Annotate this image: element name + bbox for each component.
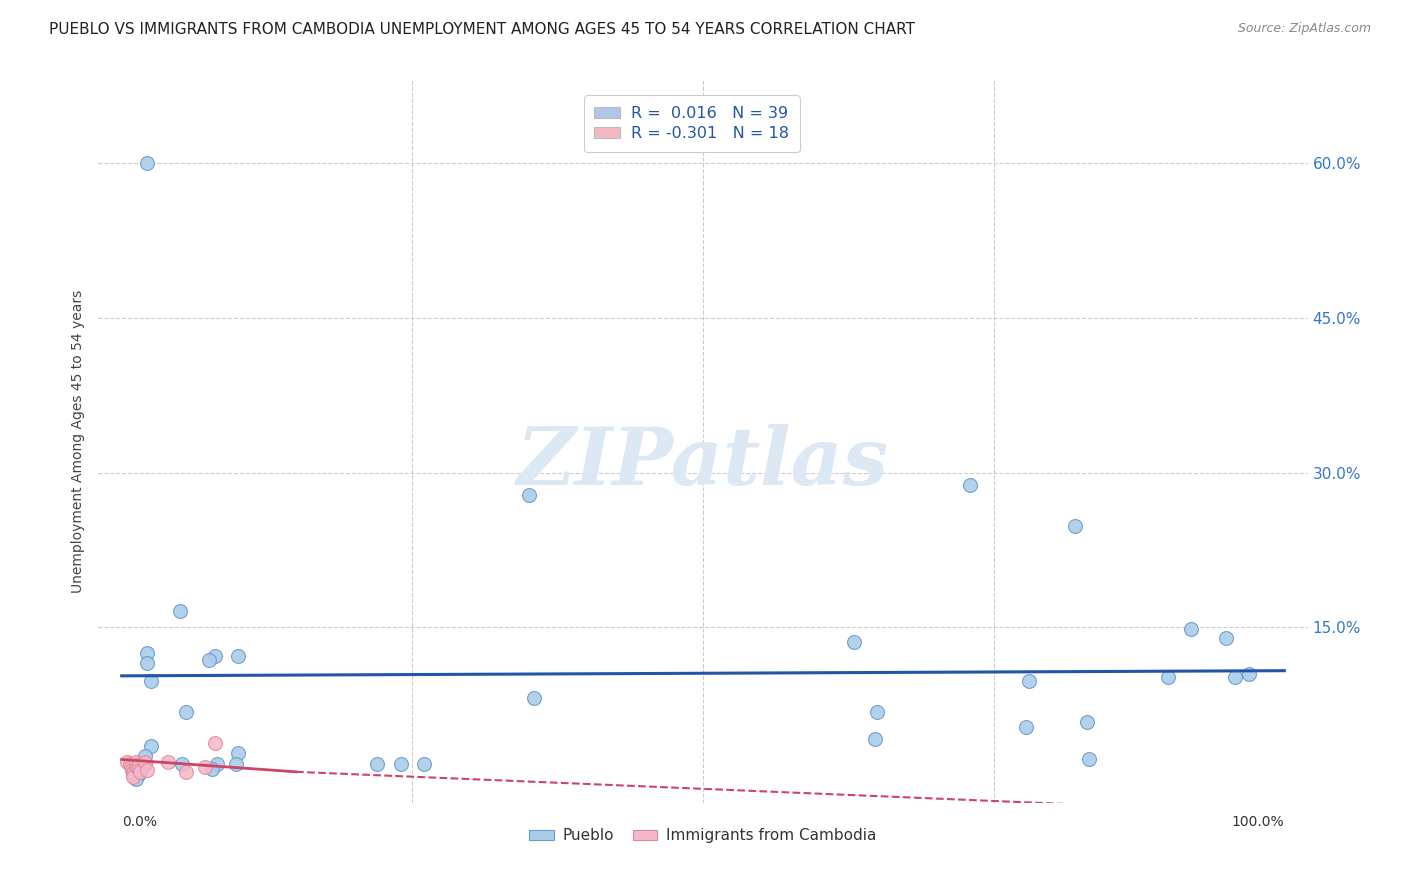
Text: 100.0%: 100.0%	[1232, 815, 1284, 830]
Point	[139, 739, 162, 753]
Point	[866, 705, 889, 719]
Text: PUEBLO VS IMMIGRANTS FROM CAMBODIA UNEMPLOYMENT AMONG AGES 45 TO 54 YEARS CORREL: PUEBLO VS IMMIGRANTS FROM CAMBODIA UNEMP…	[49, 22, 915, 37]
Point	[1180, 623, 1202, 637]
Point	[117, 755, 139, 769]
Point	[1064, 519, 1087, 533]
Point	[517, 488, 540, 502]
Point	[389, 756, 412, 771]
Point	[225, 756, 247, 771]
Point	[128, 756, 150, 771]
Point	[959, 478, 981, 492]
Point	[366, 756, 388, 771]
Point	[134, 755, 156, 769]
Point	[120, 760, 142, 774]
Point	[122, 767, 145, 781]
Point	[129, 764, 152, 779]
Y-axis label: Unemployment Among Ages 45 to 54 years: Unemployment Among Ages 45 to 54 years	[72, 290, 86, 593]
Point	[139, 673, 162, 688]
Point	[134, 756, 156, 771]
Point	[844, 634, 866, 648]
Point	[128, 767, 150, 781]
Point	[136, 763, 159, 777]
Point	[1076, 715, 1098, 730]
Point	[136, 646, 159, 660]
Point	[128, 763, 150, 777]
Point	[201, 762, 224, 776]
Point	[1015, 721, 1038, 735]
Point	[136, 156, 159, 170]
Point	[125, 760, 148, 774]
Point	[1078, 752, 1101, 766]
Point	[205, 756, 228, 771]
Point	[1018, 673, 1040, 688]
Point	[1215, 631, 1237, 645]
Point	[198, 653, 221, 667]
Point	[226, 649, 249, 664]
Point	[122, 764, 145, 779]
Text: ZIPatlas: ZIPatlas	[517, 425, 889, 502]
Point	[174, 764, 197, 779]
Text: Source: ZipAtlas.com: Source: ZipAtlas.com	[1237, 22, 1371, 36]
Text: 0.0%: 0.0%	[122, 815, 156, 830]
Legend: Pueblo, Immigrants from Cambodia: Pueblo, Immigrants from Cambodia	[523, 822, 883, 849]
Point	[134, 749, 156, 764]
Point	[121, 763, 143, 777]
Point	[204, 649, 226, 664]
Point	[1239, 666, 1261, 681]
Point	[169, 604, 191, 618]
Point	[174, 705, 197, 719]
Point	[863, 731, 886, 746]
Point	[136, 657, 159, 671]
Point	[523, 690, 546, 705]
Point	[194, 760, 217, 774]
Point	[226, 746, 249, 760]
Point	[1157, 670, 1180, 684]
Point	[157, 755, 180, 769]
Point	[128, 763, 150, 777]
Point	[122, 770, 145, 784]
Point	[118, 756, 141, 771]
Point	[124, 772, 146, 786]
Point	[124, 755, 146, 769]
Point	[172, 756, 194, 771]
Point	[1225, 670, 1247, 684]
Point	[413, 756, 436, 771]
Point	[204, 736, 226, 750]
